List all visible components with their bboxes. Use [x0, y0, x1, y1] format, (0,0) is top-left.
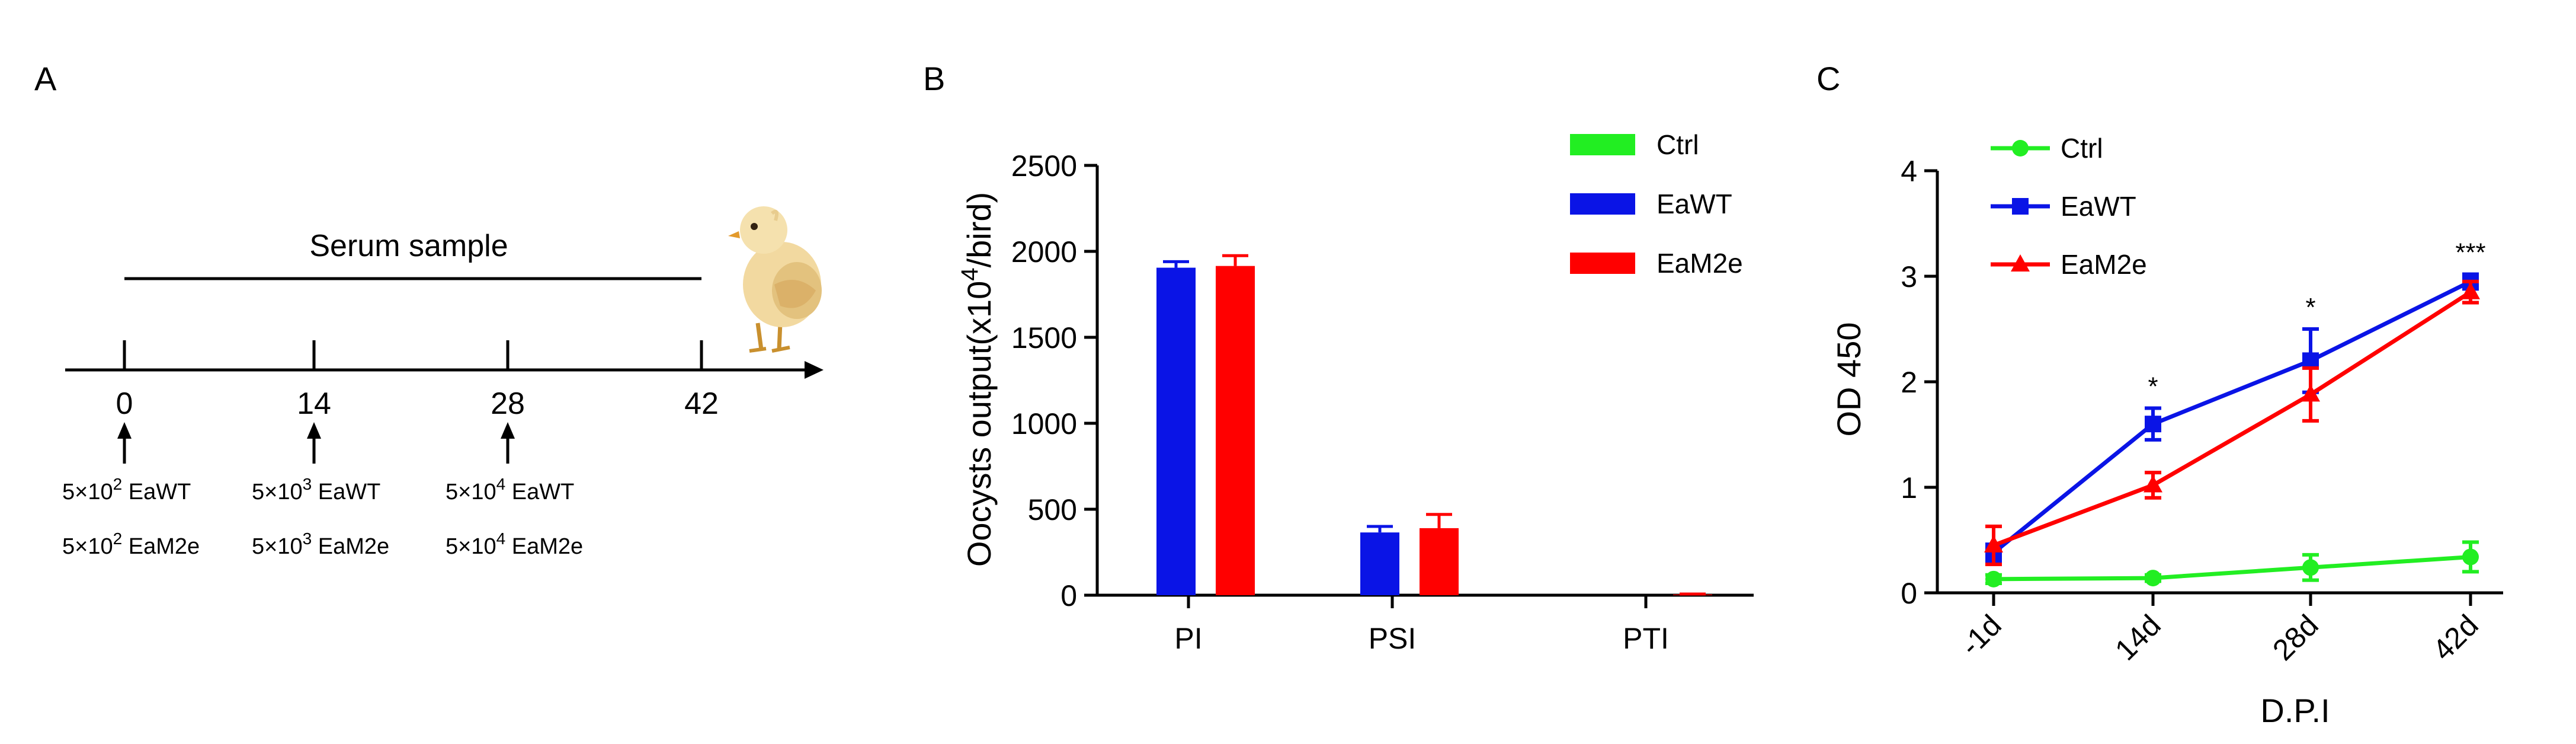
- b-bar-eam2e: [1420, 528, 1459, 595]
- c-y-tick-label: 2: [1901, 366, 1917, 399]
- c-point-eam2e: [2461, 282, 2480, 299]
- timepoint-label: 14: [297, 387, 331, 421]
- dose-eam2e: 5×102 EaM2e: [62, 529, 200, 559]
- c-x-tick-label: 14d: [2109, 608, 2167, 667]
- dose-eawt: 5×104 EaWT: [446, 475, 574, 504]
- c-y-tick-label: 1: [1901, 471, 1917, 504]
- dose-eawt: 5×103 EaWT: [252, 475, 380, 504]
- c-x-tick-label: -1d: [1954, 608, 2008, 662]
- dose-eawt: 5×102 EaWT: [62, 475, 191, 504]
- panel-b: B 0 500 1000 1500 2000 2500 PI PSI PTI Ctrl EaWT E…: [923, 60, 1754, 655]
- c-legend-label: EaM2e: [2061, 249, 2147, 280]
- c-point-ctrl: [1985, 570, 2002, 587]
- panel-b-label: B: [923, 60, 945, 97]
- c-point-eawt: [2145, 416, 2161, 433]
- timepoint-label: 42: [684, 387, 719, 421]
- b-y-tick-label: 2500: [1011, 149, 1077, 183]
- c-y-tick-label: 3: [1901, 260, 1917, 293]
- c-significance: ***: [2455, 238, 2485, 267]
- b-bar-eawt: [1156, 267, 1196, 595]
- dose-eam2e: 5×104 EaM2e: [446, 529, 583, 559]
- serum-label: Serum sample: [309, 229, 508, 263]
- c-significance: *: [2148, 372, 2158, 401]
- b-x-tick-label: PSI: [1369, 622, 1417, 655]
- c-line-eam2e: [1992, 290, 2472, 548]
- b-legend-label: EaM2e: [1657, 248, 1743, 279]
- c-x-tick-label: 42d: [2426, 608, 2485, 667]
- c-point-eam2e: [1984, 535, 2003, 553]
- b-x-tick-label: PI: [1174, 622, 1202, 655]
- b-legend-label: EaWT: [1657, 189, 1732, 219]
- panel-a-label: A: [34, 60, 57, 97]
- c-point-eam2e: [2144, 475, 2162, 493]
- b-legend-swatch: [1570, 253, 1635, 274]
- b-bar-eawt: [1360, 532, 1399, 595]
- panel-c-label: C: [1816, 60, 1840, 97]
- c-y-tick-label: 4: [1901, 155, 1917, 188]
- c-point-ctrl: [2462, 548, 2479, 566]
- c-legend-label: EaWT: [2061, 191, 2136, 222]
- timeline-arrowhead: [805, 361, 824, 379]
- b-y-tick-label: 2000: [1011, 235, 1077, 269]
- b-y-tick-label: 1500: [1011, 321, 1077, 355]
- c-legend-marker: [2011, 254, 2030, 272]
- c-point-ctrl: [2302, 559, 2319, 576]
- b-y-tick-label: 500: [1028, 493, 1077, 526]
- c-line-eawt: [1992, 279, 2472, 555]
- b-bar-eam2e: [1216, 266, 1255, 595]
- inoculation-arrowhead: [307, 422, 321, 439]
- b-legend-swatch: [1570, 193, 1635, 215]
- b-y-tick-label: 1000: [1011, 407, 1077, 440]
- c-y-tick-label: 0: [1901, 577, 1917, 610]
- c-point-ctrl: [2145, 570, 2161, 587]
- timepoint-label: 0: [116, 387, 133, 421]
- panel-a: A Serum sample 0 14 28 42 5×102 EaWT 5×102 Ea…: [34, 60, 824, 559]
- c-significance: *: [2305, 293, 2315, 322]
- c-x-tick-label: 28d: [2266, 608, 2325, 667]
- b-legend-label: Ctrl: [1657, 129, 1699, 160]
- c-point-eam2e: [2301, 384, 2320, 402]
- b-ylabel: Oocysts output(x104/bird): [957, 192, 998, 567]
- c-legend-marker: [2012, 198, 2029, 215]
- c-ylabel: OD 450: [1830, 322, 1867, 437]
- chick-illustration: [728, 206, 822, 353]
- c-legend-label: Ctrl: [2061, 133, 2103, 164]
- timepoint-label: 28: [491, 387, 525, 421]
- b-x-tick-label: PTI: [1623, 622, 1669, 655]
- c-xlabel: D.P.I: [2260, 692, 2330, 729]
- c-point-eawt: [2302, 352, 2319, 369]
- c-legend-marker: [2012, 140, 2029, 157]
- b-y-tick-label: 0: [1060, 579, 1077, 612]
- dose-eam2e: 5×103 EaM2e: [252, 529, 389, 559]
- b-legend-swatch: [1570, 134, 1635, 155]
- c-line-ctrl: [1993, 554, 2471, 582]
- inoculation-arrowhead: [501, 422, 515, 439]
- inoculation-arrowhead: [117, 422, 132, 439]
